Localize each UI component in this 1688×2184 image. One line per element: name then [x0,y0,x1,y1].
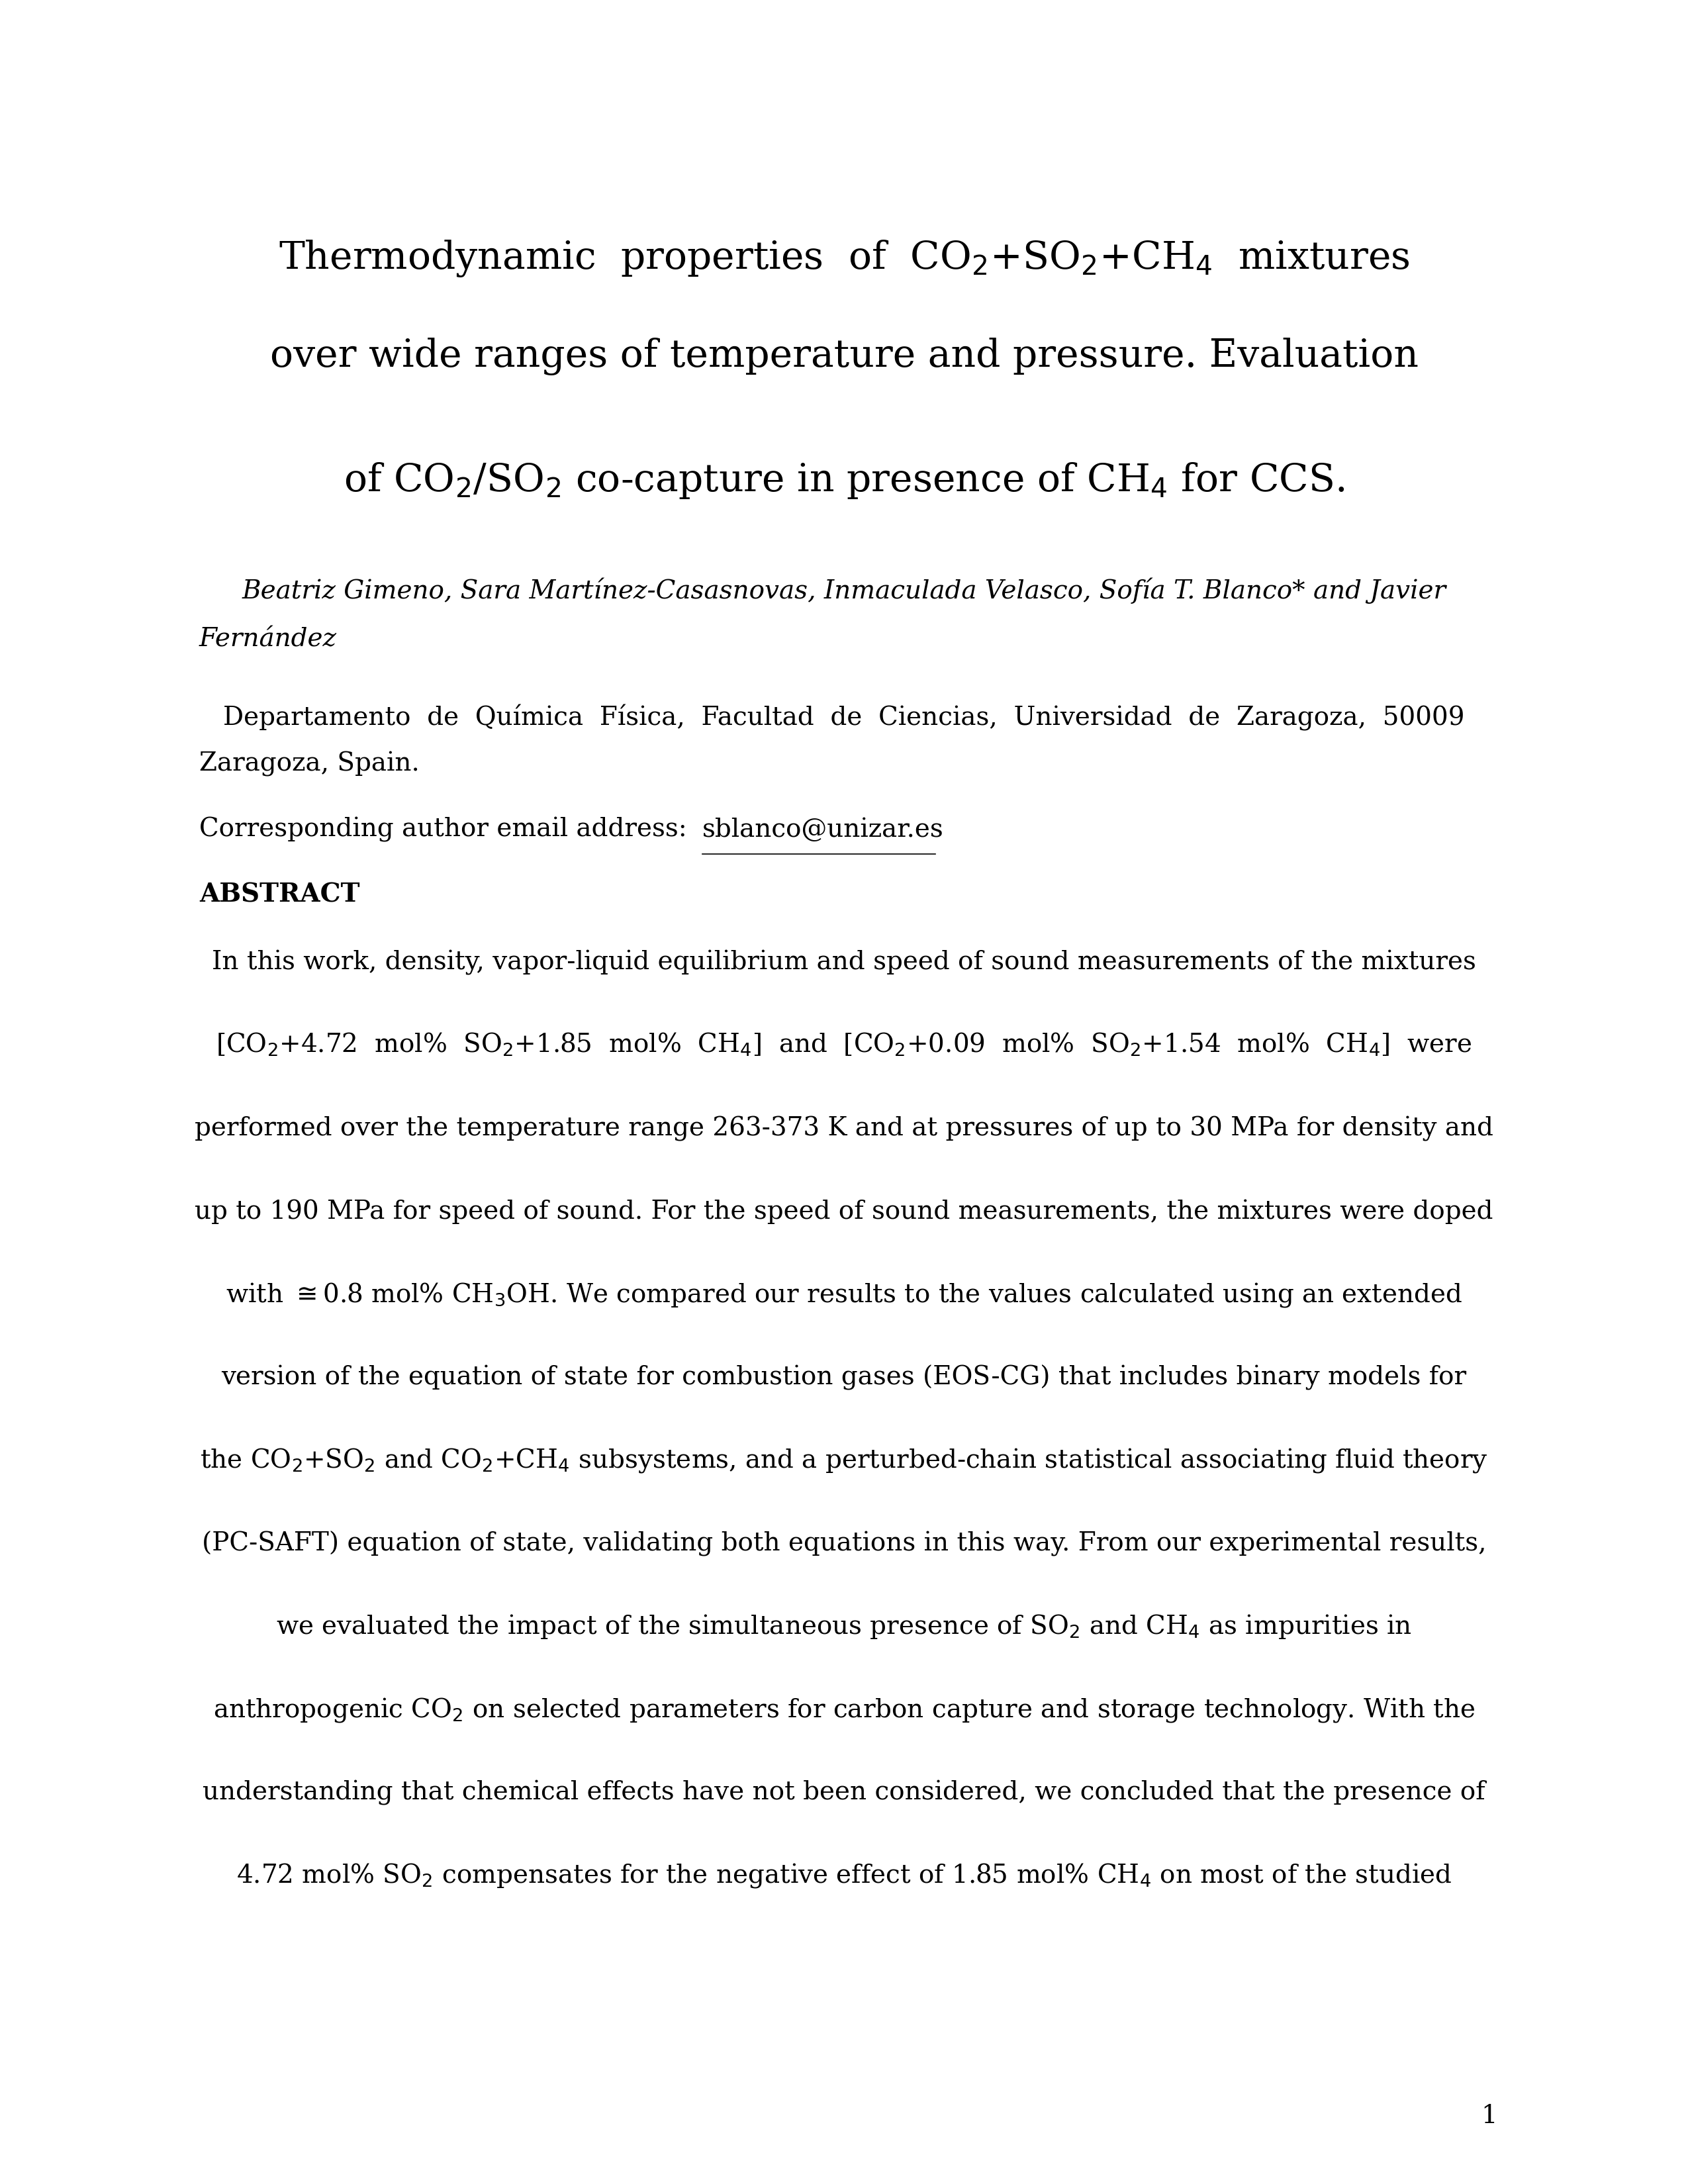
Text: In this work, density, vapor-liquid equilibrium and speed of sound measurements : In this work, density, vapor-liquid equi… [213,950,1475,976]
Text: Corresponding author email address:: Corresponding author email address: [199,817,695,843]
Text: version of the equation of state for combustion gases (EOS-CG) that includes bin: version of the equation of state for com… [221,1365,1467,1391]
Text: [CO$_2$+4.72  mol%  SO$_2$+1.85  mol%  CH$_4$]  and  [CO$_2$+0.09  mol%  SO$_2$+: [CO$_2$+4.72 mol% SO$_2$+1.85 mol% CH$_4… [216,1031,1472,1059]
Text: we evaluated the impact of the simultaneous presence of SO$_2$ and CH$_4$ as imp: we evaluated the impact of the simultane… [277,1612,1411,1640]
Text: understanding that chemical effects have not been considered, we concluded that : understanding that chemical effects have… [203,1780,1485,1806]
Text: Thermodynamic  properties  of  CO$_2$+SO$_2$+CH$_4$  mixtures: Thermodynamic properties of CO$_2$+SO$_2… [279,238,1409,280]
Text: anthropogenic CO$_2$ on selected parameters for carbon capture and storage techn: anthropogenic CO$_2$ on selected paramet… [213,1695,1475,1723]
Text: Fernández: Fernández [199,627,338,651]
Text: Departamento  de  Química  Física,  Facultad  de  Ciencias,  Universidad  de  Za: Departamento de Química Física, Facultad… [223,703,1465,732]
Text: Zaragoza, Spain.: Zaragoza, Spain. [199,751,419,778]
Text: ABSTRACT: ABSTRACT [199,882,360,906]
Text: over wide ranges of temperature and pressure. Evaluation: over wide ranges of temperature and pres… [270,339,1418,376]
Text: up to 190 MPa for speed of sound. For the speed of sound measurements, the mixtu: up to 190 MPa for speed of sound. For th… [194,1199,1494,1223]
Text: sblanco@unizar.es: sblanco@unizar.es [702,817,944,841]
Text: of CO$_2$/SO$_2$ co-capture in presence of CH$_4$ for CCS.: of CO$_2$/SO$_2$ co-capture in presence … [343,461,1345,500]
Text: the CO$_2$+SO$_2$ and CO$_2$+CH$_4$ subsystems, and a perturbed-chain statistica: the CO$_2$+SO$_2$ and CO$_2$+CH$_4$ subs… [199,1446,1489,1474]
Text: performed over the temperature range 263-373 K and at pressures of up to 30 MPa : performed over the temperature range 263… [194,1116,1494,1142]
Text: 1: 1 [1480,2103,1497,2127]
Text: Beatriz Gimeno, Sara Martínez-Casasnovas, Inmaculada Velasco, Sofía T. Blanco* a: Beatriz Gimeno, Sara Martínez-Casasnovas… [241,577,1447,603]
Text: (PC-SAFT) equation of state, validating both equations in this way. From our exp: (PC-SAFT) equation of state, validating … [203,1531,1485,1557]
Text: 4.72 mol% SO$_2$ compensates for the negative effect of 1.85 mol% CH$_4$ on most: 4.72 mol% SO$_2$ compensates for the neg… [236,1861,1452,1889]
Text: with $\cong$0.8 mol% CH$_3$OH. We compared our results to the values calculated : with $\cong$0.8 mol% CH$_3$OH. We compar… [226,1280,1462,1308]
